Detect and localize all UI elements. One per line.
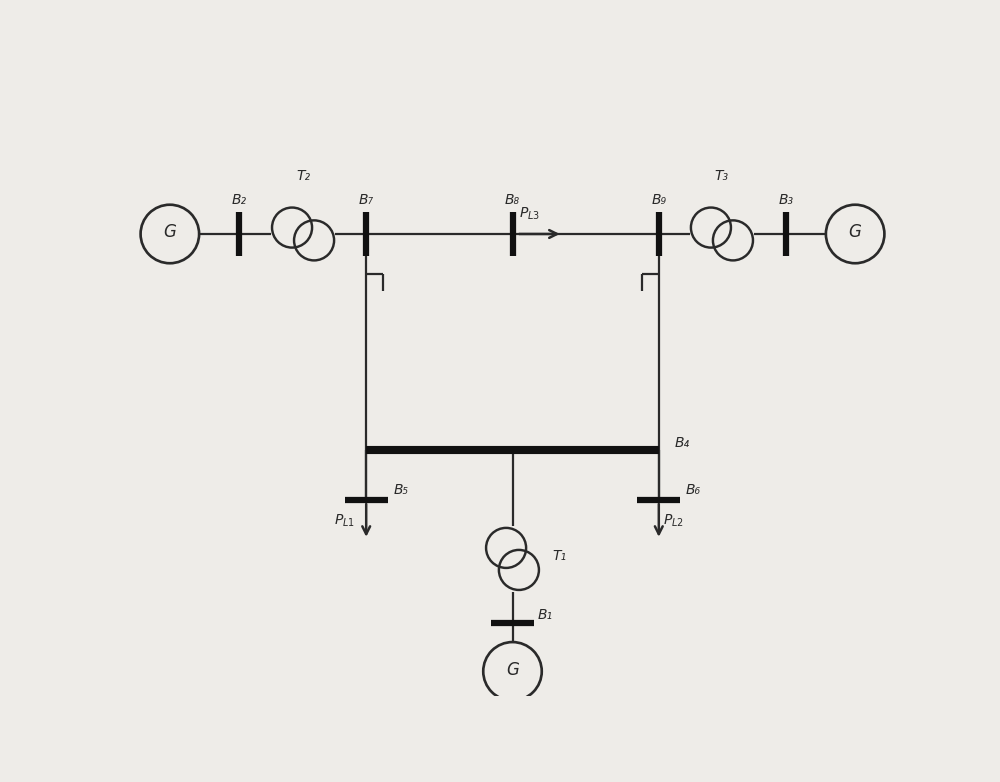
Text: G: G	[506, 661, 519, 679]
Text: T₂: T₂	[296, 169, 310, 183]
Text: B₅: B₅	[393, 483, 408, 497]
Text: B₇: B₇	[359, 193, 374, 207]
Text: G: G	[849, 224, 862, 242]
Text: B₈: B₈	[505, 193, 520, 207]
Text: $P_{L1}$: $P_{L1}$	[334, 513, 355, 529]
Text: B₃: B₃	[778, 193, 793, 207]
Text: B₆: B₆	[686, 483, 701, 497]
Text: B₉: B₉	[651, 193, 666, 207]
Text: T₁: T₁	[552, 549, 566, 563]
Text: T₃: T₃	[715, 169, 729, 183]
Text: $P_{L3}$: $P_{L3}$	[519, 206, 540, 222]
Text: B₄: B₄	[674, 436, 689, 450]
Text: G: G	[163, 224, 176, 242]
Text: B₁: B₁	[538, 608, 553, 622]
Text: B₂: B₂	[232, 193, 247, 207]
Text: $P_{L2}$: $P_{L2}$	[663, 513, 684, 529]
